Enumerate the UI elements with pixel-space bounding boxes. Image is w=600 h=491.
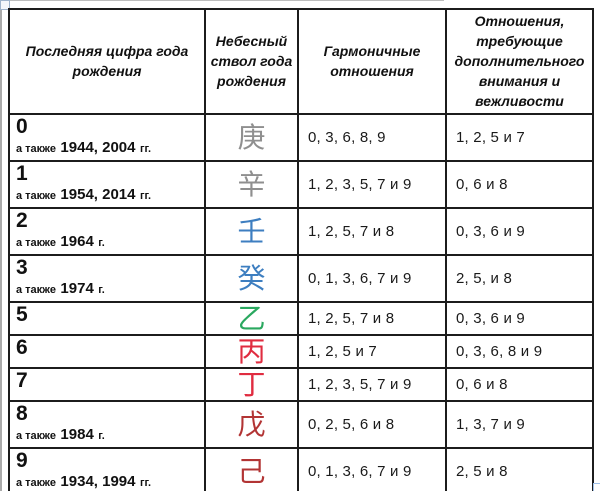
harmonious-list: 1, 2, 3, 5, 7 и 9 <box>297 367 447 403</box>
table-row: 6 丙 1, 2, 5 и 7 0, 3, 6, 8 и 9 <box>8 334 594 370</box>
years: 1944, 2004 <box>60 139 136 157</box>
heavenly-stems-table: Последняя цифра года рождения Небесный с… <box>8 7 594 491</box>
harmonious-list: 0, 3, 6, 8, 9 <box>297 113 447 163</box>
digit-cell: 0 а также 1944, 2004 гг. <box>8 113 206 163</box>
year-suffix: гг. <box>139 477 152 490</box>
attention-list: 1, 3, 7 и 9 <box>445 400 594 450</box>
stem-character: 癸 <box>204 254 299 304</box>
year-suffix: г. <box>98 430 105 443</box>
harmonious-list: 1, 2, 5 и 7 <box>297 334 447 370</box>
attention-list: 0, 6 и 8 <box>445 367 594 403</box>
digit-cell: 6 <box>8 334 206 370</box>
header-harmonious: Гармоничные отношения <box>297 7 447 116</box>
digit-cell: 3 а также 1974 г. <box>8 254 206 304</box>
year-suffix: гг. <box>139 143 152 156</box>
header-last-digit: Последняя цифра года рождения <box>8 7 206 116</box>
digit: 3 <box>16 256 28 280</box>
year-prefix: а также <box>16 430 56 443</box>
digit-cell: 5 <box>8 301 206 337</box>
page-edge-left <box>0 9 2 491</box>
year-prefix: а также <box>16 284 56 297</box>
digit-cell: 7 <box>8 367 206 403</box>
year-line: а также 1974 г. <box>16 280 200 298</box>
table-row: 9 а также 1934, 1994 гг. 己 0, 1, 3, 6, 7… <box>8 447 594 491</box>
years: 1964 <box>60 233 94 251</box>
digit: 0 <box>16 115 28 139</box>
stem-character: 己 <box>204 447 299 491</box>
year-suffix: гг. <box>139 190 152 203</box>
digit-cell: 1 а также 1954, 2014 гг. <box>8 160 206 210</box>
stem-character: 庚 <box>204 113 299 163</box>
harmonious-list: 1, 2, 5, 7 и 8 <box>297 301 447 337</box>
harmonious-list: 0, 1, 3, 6, 7 и 9 <box>297 254 447 304</box>
year-line: а также 1984 г. <box>16 426 200 444</box>
table-row: 0 а также 1944, 2004 гг. 庚 0, 3, 6, 8, 9… <box>8 113 594 163</box>
year-prefix: а также <box>16 477 56 490</box>
attention-list: 0, 6 и 8 <box>445 160 594 210</box>
year-suffix: г. <box>98 284 105 297</box>
harmonious-list: 1, 2, 5, 7 и 8 <box>297 207 447 257</box>
table-move-handle-icon[interactable] <box>0 0 10 10</box>
digit: 2 <box>16 209 28 233</box>
table-header-row: Последняя цифра года рождения Небесный с… <box>8 7 594 116</box>
table-row: 1 а также 1954, 2014 гг. 辛 1, 2, 3, 5, 7… <box>8 160 594 210</box>
table-row: 7 丁 1, 2, 3, 5, 7 и 9 0, 6 и 8 <box>8 367 594 403</box>
attention-list: 2, 5 и 8 <box>445 447 594 491</box>
stem-character: 壬 <box>204 207 299 257</box>
year-line: а также 1954, 2014 гг. <box>16 186 200 204</box>
digit-cell: 2 а также 1964 г. <box>8 207 206 257</box>
attention-list: 2, 5, и 8 <box>445 254 594 304</box>
year-line: а также 1934, 1994 гг. <box>16 473 200 491</box>
stem-character: 辛 <box>204 160 299 210</box>
years: 1984 <box>60 426 94 444</box>
attention-list: 0, 3, 6 и 9 <box>445 207 594 257</box>
year-prefix: а также <box>16 237 56 250</box>
year-line: а также 1944, 2004 гг. <box>16 139 200 157</box>
attention-list: 1, 2, 5 и 7 <box>445 113 594 163</box>
header-heavenly-stem: Небесный ствол года рождения <box>204 7 299 116</box>
stem-character: 丙 <box>204 334 299 370</box>
stem-character: 丁 <box>204 367 299 403</box>
digit-cell: 9 а также 1934, 1994 гг. <box>8 447 206 491</box>
attention-list: 0, 3, 6 и 9 <box>445 301 594 337</box>
table-row: 5 乙 1, 2, 5, 7 и 8 0, 3, 6 и 9 <box>8 301 594 337</box>
header-attention: Отношения, требующие дополнительного вни… <box>445 7 594 116</box>
table-resize-handle-icon[interactable] <box>593 483 600 491</box>
years: 1934, 1994 <box>60 473 136 491</box>
attention-list: 0, 3, 6, 8 и 9 <box>445 334 594 370</box>
years: 1974 <box>60 280 94 298</box>
harmonious-list: 0, 1, 3, 6, 7 и 9 <box>297 447 447 491</box>
digit-cell: 8 а также 1984 г. <box>8 400 206 450</box>
year-prefix: а также <box>16 190 56 203</box>
years: 1954, 2014 <box>60 186 136 204</box>
digit: 9 <box>16 449 28 473</box>
digit: 8 <box>16 402 28 426</box>
year-line: а также 1964 г. <box>16 233 200 251</box>
stem-character: 戊 <box>204 400 299 450</box>
digit: 1 <box>16 162 28 186</box>
digit: 6 <box>16 336 28 360</box>
harmonious-list: 1, 2, 3, 5, 7 и 9 <box>297 160 447 210</box>
digit: 7 <box>16 369 28 393</box>
table-row: 8 а также 1984 г. 戊 0, 2, 5, 6 и 8 1, 3,… <box>8 400 594 450</box>
page-edge-top <box>10 0 444 1</box>
year-prefix: а также <box>16 143 56 156</box>
table-row: 3 а также 1974 г. 癸 0, 1, 3, 6, 7 и 9 2,… <box>8 254 594 304</box>
year-suffix: г. <box>98 237 105 250</box>
harmonious-list: 0, 2, 5, 6 и 8 <box>297 400 447 450</box>
stem-character: 乙 <box>204 301 299 337</box>
table-row: 2 а также 1964 г. 壬 1, 2, 5, 7 и 8 0, 3,… <box>8 207 594 257</box>
digit: 5 <box>16 303 28 327</box>
